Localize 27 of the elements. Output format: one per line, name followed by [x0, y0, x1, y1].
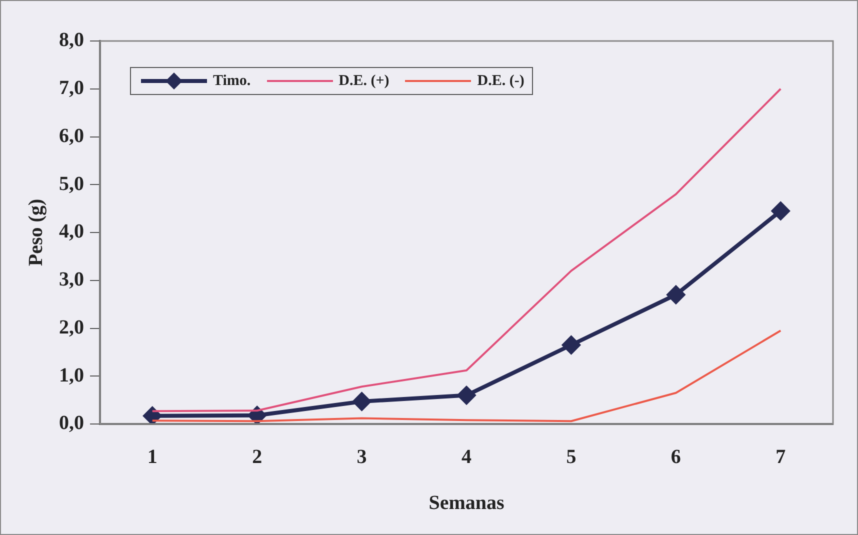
point — [772, 202, 790, 220]
y-tick-label: 8,0 — [59, 29, 84, 52]
x-tick-label: 5 — [566, 446, 576, 468]
point — [458, 386, 476, 404]
y-tick-label: 4,0 — [59, 220, 84, 243]
x-tick-label: 4 — [462, 446, 472, 468]
point — [666, 286, 685, 304]
legend-label: D.E. (-) — [477, 72, 524, 90]
y-tick-label: 6,0 — [59, 124, 84, 147]
legend-label: D.E. (+) — [338, 72, 390, 90]
y-tick-label: 7,0 — [59, 77, 84, 100]
point — [143, 406, 162, 424]
y-tick-label: 2,0 — [59, 316, 84, 338]
x-tick-label: 7 — [776, 446, 786, 468]
y-tick-label: 3,0 — [59, 268, 84, 291]
x-tick-label: 2 — [252, 446, 262, 468]
y-tick-label: 5,0 — [59, 172, 84, 195]
x-tick-label: 1 — [147, 446, 158, 468]
legend-label: Timo. — [213, 72, 251, 90]
y-tick-label: 1,0 — [59, 364, 84, 386]
y-tick-label: 0,0 — [59, 412, 84, 434]
y-axis-title: Peso (g) — [25, 198, 48, 266]
point — [352, 392, 371, 410]
x-tick-label: 6 — [670, 446, 681, 468]
x-tick-label: 3 — [356, 446, 367, 468]
point — [562, 336, 580, 354]
x-axis-title: Semanas — [428, 492, 504, 514]
